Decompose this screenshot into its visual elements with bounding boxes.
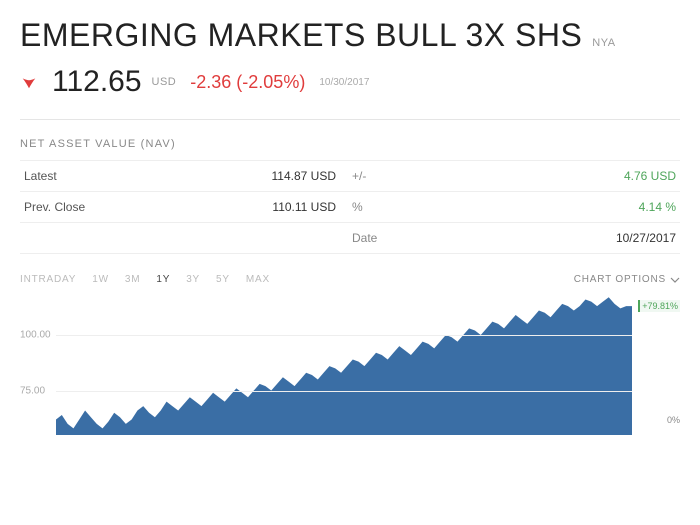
y-axis-label: 75.00 xyxy=(20,385,45,396)
range-tab-3m[interactable]: 3M xyxy=(125,274,141,285)
range-tab-1w[interactable]: 1W xyxy=(92,274,109,285)
price-direction-icon xyxy=(20,73,38,91)
range-tab-3y[interactable]: 3Y xyxy=(186,274,200,285)
last-price: 112.65 xyxy=(52,65,142,99)
chart-options-label: CHART OPTIONS xyxy=(574,274,666,285)
price-currency: USD xyxy=(152,76,177,88)
price-chart: 100.00 75.00 +79.81% 0% xyxy=(20,295,680,435)
range-tab-5y[interactable]: 5Y xyxy=(216,274,230,285)
chart-right-label: 0% xyxy=(667,415,680,425)
range-tab-intraday[interactable]: INTRADAY xyxy=(20,274,76,285)
instrument-title: EMERGING MARKETS BULL 3X SHS xyxy=(20,18,582,53)
range-tab-max[interactable]: MAX xyxy=(246,274,270,285)
y-axis-label: 100.00 xyxy=(20,330,51,341)
nav-table: Latest114.87 USD+/-4.76 USDPrev. Close11… xyxy=(20,160,680,254)
range-tab-1y[interactable]: 1Y xyxy=(156,274,170,285)
chevron-down-icon xyxy=(670,275,680,285)
quote-date: 10/30/2017 xyxy=(319,77,369,88)
chart-options-button[interactable]: CHART OPTIONS xyxy=(574,274,680,285)
table-row: Date10/27/2017 xyxy=(20,223,680,254)
nav-section-title: NET ASSET VALUE (NAV) xyxy=(0,120,700,160)
chart-range-tabs[interactable]: INTRADAY 1W 3M 1Y 3Y 5Y MAX xyxy=(20,274,270,285)
exchange-code: NYA xyxy=(592,37,615,49)
price-change: -2.36 (-2.05%) xyxy=(190,72,305,93)
table-row: Prev. Close110.11 USD%4.14 % xyxy=(20,192,680,223)
table-row: Latest114.87 USD+/-4.76 USD xyxy=(20,161,680,192)
chart-right-label: +79.81% xyxy=(638,300,680,312)
